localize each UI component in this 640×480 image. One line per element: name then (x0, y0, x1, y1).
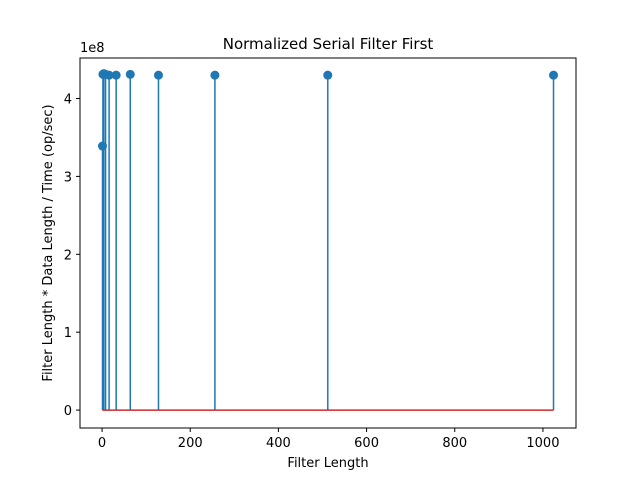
x-tick-label: 1000 (526, 436, 559, 451)
x-tick-label: 200 (178, 436, 203, 451)
y-tick-label: 1 (64, 326, 72, 341)
data-point (549, 70, 559, 80)
y-tick-label: 3 (64, 170, 72, 185)
x-axis-label: Filter Length (287, 456, 368, 471)
y-axis-ticks: 0 1 2 3 4 (64, 93, 80, 419)
data-point (104, 70, 114, 80)
data-point (210, 70, 220, 80)
y-axis-label: Filter Length * Data Length / Time (op/s… (41, 104, 56, 381)
chart-title: Normalized Serial Filter First (223, 35, 434, 53)
y-offset-label: 1e8 (80, 41, 105, 56)
x-tick-label: 600 (354, 436, 379, 451)
stem-lines (101, 73, 555, 411)
data-point (97, 141, 107, 151)
data-point (125, 69, 135, 79)
y-tick-label: 0 (64, 404, 72, 419)
y-tick-label: 2 (64, 248, 72, 263)
plot-frame (79, 57, 577, 429)
y-tick-label: 4 (64, 93, 72, 108)
x-tick-label: 800 (442, 436, 467, 451)
data-point (323, 70, 333, 80)
x-tick-label: 400 (266, 436, 291, 451)
x-axis-ticks: 0 200 400 600 800 1000 (98, 428, 559, 451)
data-point (153, 70, 163, 80)
stem-markers (97, 69, 559, 151)
x-tick-label: 0 (98, 436, 106, 451)
data-point (111, 70, 121, 80)
